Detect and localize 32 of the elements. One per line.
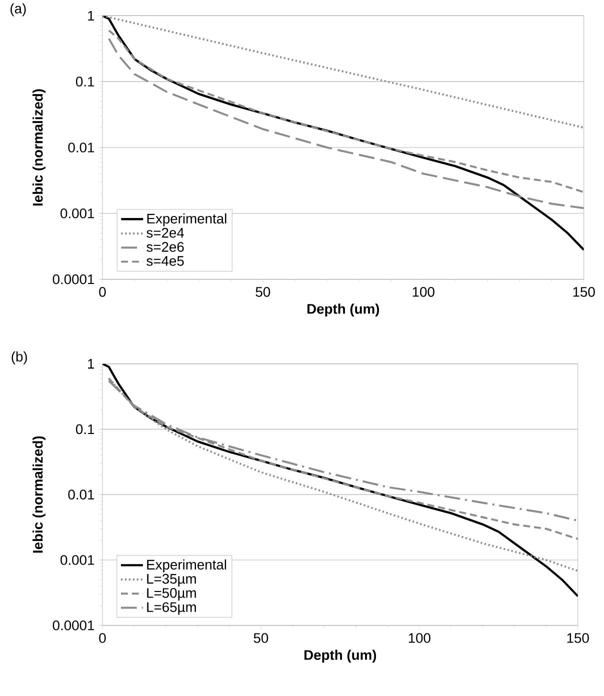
legend-label: L=50µm	[147, 588, 196, 601]
x-tick-label: 100	[412, 286, 435, 297]
y-tick-label: 1	[88, 359, 94, 369]
legend-label: L=35µm	[147, 574, 196, 586]
y-tick-label: 1	[88, 10, 94, 20]
chart-title: (a)	[10, 3, 26, 16]
legend-label: s=4e5	[146, 256, 184, 266]
x-tick-label: 0	[99, 286, 106, 297]
x-tick-label: 150	[567, 633, 590, 643]
x-axis-title: Depth (um)	[304, 650, 376, 663]
y-tick-label: 0.001	[60, 555, 94, 565]
y-tick-label: 0.01	[68, 490, 94, 500]
y-tick-label: 0.0001	[52, 274, 94, 284]
x-tick-label: 0	[99, 633, 106, 643]
y-axis-title: Iebic (normalized)	[32, 89, 46, 206]
y-tick-label: 0.0001	[52, 620, 94, 630]
legend-label: s=2e4	[146, 228, 184, 238]
y-tick-label: 0.01	[68, 142, 94, 152]
chart-title: (b)	[12, 351, 28, 364]
x-axis-title: Depth (um)	[308, 304, 380, 317]
y-axis-title: Iebic (normalized)	[32, 436, 46, 553]
x-tick-label: 150	[573, 286, 595, 297]
legend-label: Experimental	[147, 213, 226, 226]
y-tick-label: 0.1	[76, 424, 94, 434]
x-tick-label: 50	[256, 286, 270, 297]
legend-label: Experimental	[147, 559, 226, 572]
y-tick-label: 0.1	[76, 76, 94, 87]
x-tick-label: 100	[409, 633, 431, 643]
legend-label: L=65µm	[147, 602, 196, 615]
x-tick-label: 50	[254, 633, 268, 643]
y-tick-label: 0.001	[60, 208, 94, 218]
legend-label: s=2e6	[146, 242, 184, 252]
